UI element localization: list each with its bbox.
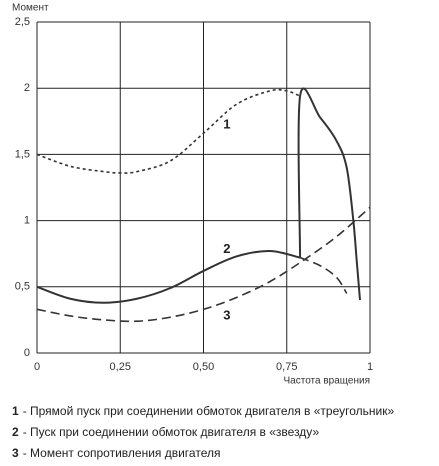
x-tick-label: 0,75 [276, 361, 297, 373]
x-tick-label: 0,25 [110, 361, 131, 373]
legend-entry: 2 - Пуск при соединении обмоток двигателя… [12, 425, 319, 439]
y-tick-label: 0 [24, 347, 30, 359]
legend-key: 1 [12, 404, 19, 418]
x-tick-label: 0,50 [193, 361, 214, 373]
legend-text: - Прямой пуск при соединении обмоток дви… [23, 404, 395, 418]
y-tick-label: 2 [24, 82, 30, 94]
line [36, 88, 301, 174]
x-tick-label: 0 [34, 361, 40, 373]
legend-key: 3 [12, 446, 19, 460]
y-tick-label: 0,5 [15, 281, 30, 293]
curve-label: 1 [223, 117, 230, 132]
legend-text: - Пуск при соединении обмоток двигателя … [23, 425, 320, 439]
x-tick-label: 1 [367, 361, 373, 373]
legend-entry: 1 - Прямой пуск при соединении обмоток дв… [12, 404, 394, 418]
x-axis-label: Частота вращения [284, 376, 370, 387]
line [297, 87, 362, 301]
line [299, 256, 348, 294]
line [36, 250, 301, 304]
curve-label: 3 [223, 307, 230, 322]
y-tick-label: 2,5 [15, 16, 30, 28]
y-axis-label: Момент [12, 3, 49, 14]
curve-label: 2 [223, 241, 230, 256]
legend-entry: 3 - Момент сопротивления двигателя [12, 446, 220, 460]
line [36, 206, 371, 323]
y-tick-label: 1,5 [15, 148, 30, 160]
legend-text: - Момент сопротивления двигателя [23, 446, 221, 460]
y-tick-label: 1 [24, 215, 30, 227]
legend-key: 2 [12, 425, 19, 439]
